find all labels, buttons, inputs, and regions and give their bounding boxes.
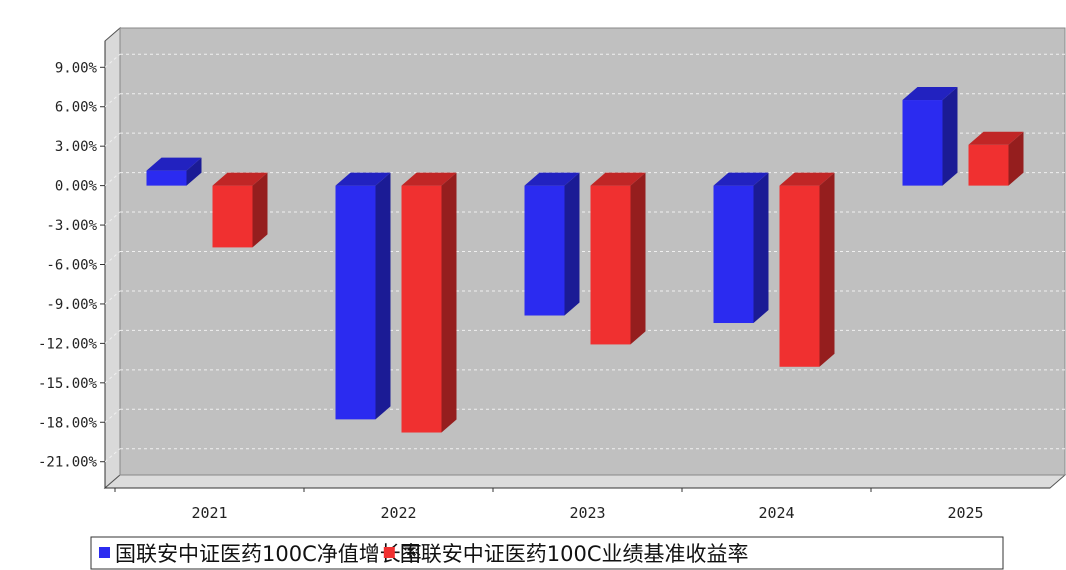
bar-front: [779, 185, 820, 367]
bar-side: [564, 172, 580, 316]
bar-top: [401, 172, 457, 186]
x-tick-label: 2024: [758, 504, 794, 522]
bar-side: [252, 172, 268, 248]
y-tick-label: 6.00%: [55, 100, 98, 116]
bar-top: [524, 172, 580, 186]
bar-side: [375, 172, 391, 420]
bar-front: [212, 185, 253, 248]
bar-side: [441, 172, 457, 433]
bar-front: [713, 185, 754, 324]
y-tick-label: -18.00%: [38, 415, 98, 431]
bar-side: [186, 157, 202, 186]
bar-side: [630, 172, 646, 345]
x-tick-label: 2021: [191, 504, 227, 522]
y-tick-label: -12.00%: [38, 336, 98, 352]
bar: [524, 172, 580, 316]
x-tick-label: 2022: [380, 504, 416, 522]
bar-top: [335, 172, 391, 186]
bar: [713, 172, 769, 324]
x-tick-label: 2025: [947, 504, 983, 522]
bar-side: [942, 87, 958, 186]
bar-side: [753, 172, 769, 324]
floor: [103, 474, 1066, 489]
bar-top: [146, 157, 202, 171]
bar-side: [819, 172, 835, 367]
bar-top: [590, 172, 646, 186]
x-axis-ticks: 2021 2022 2023 2024 2025: [114, 488, 984, 522]
x-tick-label: 2023: [569, 504, 605, 522]
bar-top: [779, 172, 835, 186]
bar-front: [968, 144, 1009, 186]
y-axis-ticks: 9.00% 6.00% 3.00% 0.00% -3.00% -6.00% -9.00% -1…: [38, 60, 105, 471]
y-tick-label: -6.00%: [46, 258, 97, 274]
bar: [212, 172, 268, 248]
legend-swatch: [383, 547, 395, 558]
bar: [401, 172, 457, 433]
y-tick-label: 0.00%: [55, 179, 98, 195]
bar-front: [590, 185, 631, 345]
legend-label: 国联安中证医药100C业绩基准收益率: [400, 542, 749, 566]
y-tick-label: -21.00%: [38, 455, 98, 471]
bars: [146, 87, 1024, 433]
bar-top: [902, 87, 958, 101]
legend-box: [90, 536, 1004, 570]
bar: [779, 172, 835, 367]
bar-top: [713, 172, 769, 186]
y-tick-label: -15.00%: [38, 376, 98, 392]
bar: [335, 172, 391, 420]
bar-front: [902, 100, 943, 186]
bar-top: [212, 172, 268, 186]
legend-swatch: [99, 547, 110, 558]
bar: [902, 87, 958, 186]
y-tick-label: -9.00%: [46, 297, 97, 313]
bar-front: [524, 185, 565, 316]
side-wall: [104, 26, 121, 490]
bar: [590, 172, 646, 345]
bar-front: [401, 185, 442, 433]
legend-label: 国联安中证医药100C净值增长率: [115, 542, 422, 566]
bar: [968, 131, 1024, 186]
bar-side: [1008, 131, 1024, 186]
y-tick-label: 3.00%: [55, 139, 98, 155]
y-tick-label: 9.00%: [55, 60, 98, 76]
bar-top: [968, 131, 1024, 145]
bar-front: [146, 170, 187, 186]
bar: [146, 157, 202, 186]
y-tick-label: -3.00%: [46, 218, 97, 234]
bar-front: [335, 185, 376, 420]
